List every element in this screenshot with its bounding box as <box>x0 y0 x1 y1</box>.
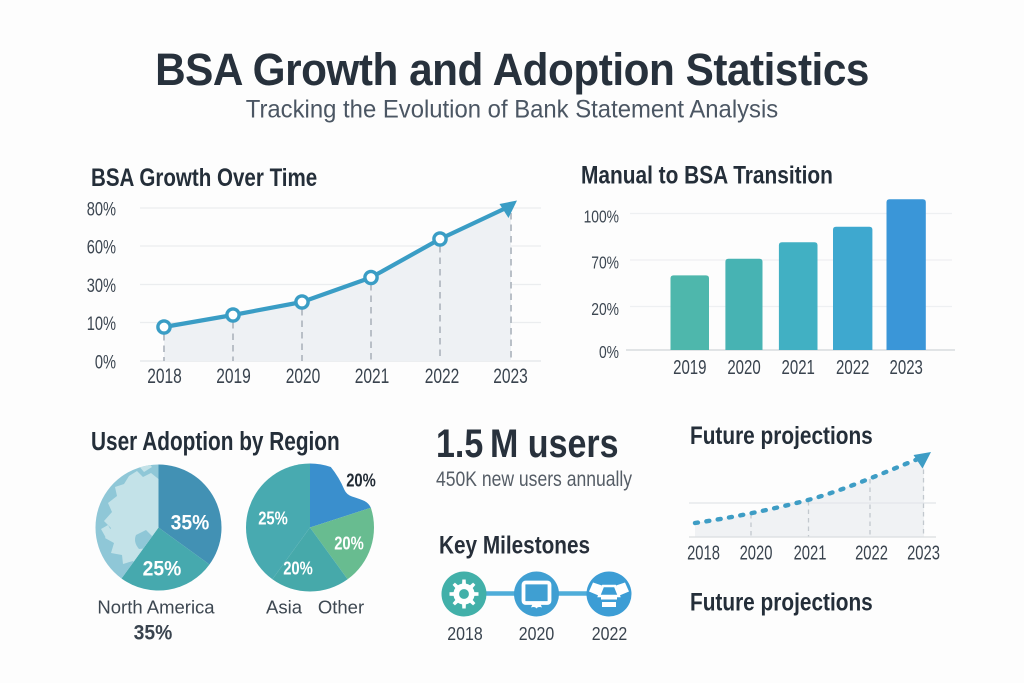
svg-text:20%: 20% <box>334 533 364 554</box>
svg-text:Future projections: Future projections <box>690 421 873 449</box>
svg-text:2022: 2022 <box>855 541 888 564</box>
svg-text:10%: 10% <box>87 312 116 335</box>
svg-text:2022: 2022 <box>836 356 869 379</box>
svg-text:BSA Growth Over Time: BSA Growth Over Time <box>91 163 317 191</box>
svg-text:2019: 2019 <box>216 364 251 388</box>
svg-text:2020: 2020 <box>740 541 773 564</box>
svg-text:2018: 2018 <box>687 541 720 564</box>
svg-text:2018: 2018 <box>447 623 482 644</box>
svg-text:Key Milestones: Key Milestones <box>439 531 590 559</box>
svg-text:Asia: Asia <box>266 597 303 618</box>
svg-text:Tracking the Evolution of Bank: Tracking the Evolution of Bank Statement… <box>246 96 778 124</box>
svg-text:North America: North America <box>97 597 215 618</box>
svg-text:Other: Other <box>318 597 364 618</box>
svg-text:2020: 2020 <box>727 356 760 379</box>
svg-text:2020: 2020 <box>519 623 554 644</box>
svg-text:30%: 30% <box>87 274 116 297</box>
svg-text:BSA Growth and Adoption Statis: BSA Growth and Adoption Statistics <box>155 45 869 95</box>
svg-text:2019: 2019 <box>673 356 706 379</box>
svg-text:Manual to BSA Transition: Manual to BSA Transition <box>581 161 833 189</box>
svg-text:20%: 20% <box>283 558 313 579</box>
svg-text:2023: 2023 <box>907 541 940 564</box>
svg-text:Future projections: Future projections <box>690 588 873 616</box>
svg-text:2021: 2021 <box>355 364 390 388</box>
svg-text:60%: 60% <box>87 235 116 258</box>
svg-text:2023: 2023 <box>493 364 528 388</box>
svg-text:25%: 25% <box>143 558 182 581</box>
svg-text:2021: 2021 <box>782 356 815 379</box>
svg-text:1.5 M users: 1.5 M users <box>436 420 619 465</box>
svg-text:2023: 2023 <box>890 356 923 379</box>
svg-text:0%: 0% <box>599 342 619 362</box>
svg-text:2020: 2020 <box>286 364 321 388</box>
svg-text:2018: 2018 <box>147 364 182 388</box>
svg-text:450K new users annually: 450K new users annually <box>436 468 632 492</box>
svg-text:2022: 2022 <box>425 364 460 388</box>
svg-text:0%: 0% <box>95 350 116 373</box>
svg-text:User Adoption by Region: User Adoption by Region <box>91 427 340 456</box>
svg-text:70%: 70% <box>591 253 619 273</box>
svg-text:80%: 80% <box>87 197 116 220</box>
svg-text:25%: 25% <box>258 508 288 529</box>
svg-text:35%: 35% <box>134 622 173 645</box>
svg-text:2021: 2021 <box>794 541 827 564</box>
svg-text:20%: 20% <box>346 470 376 491</box>
svg-text:35%: 35% <box>171 512 210 535</box>
svg-text:2022: 2022 <box>592 623 627 644</box>
svg-text:100%: 100% <box>584 207 619 227</box>
svg-text:20%: 20% <box>591 299 619 319</box>
